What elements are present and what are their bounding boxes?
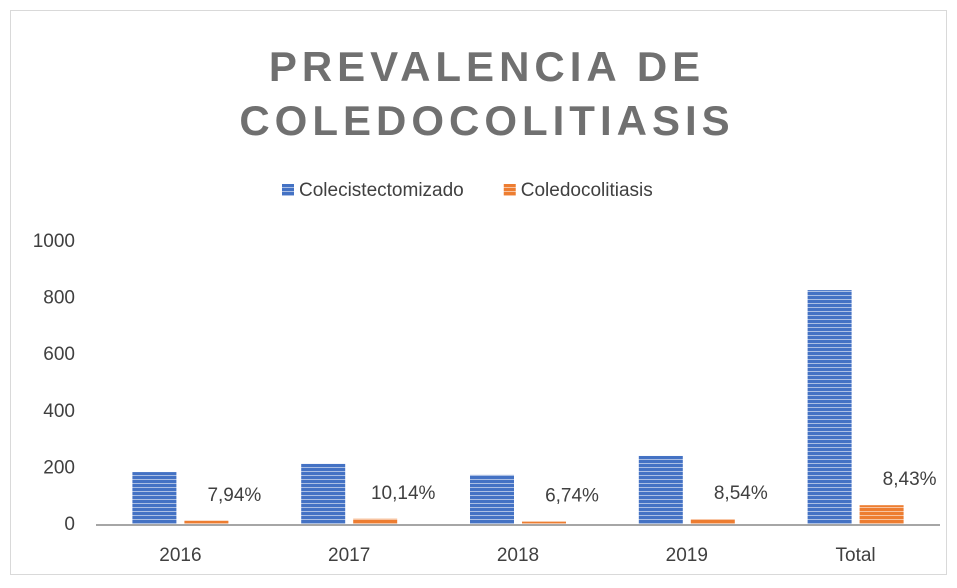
y-tick-label: 1000: [33, 231, 75, 252]
x-tick-label: 2019: [666, 545, 708, 566]
x-tick-label: 2018: [497, 545, 539, 566]
bar: [522, 521, 566, 525]
bar: [690, 519, 735, 525]
bar: [184, 520, 229, 525]
y-tick-label: 400: [43, 401, 75, 422]
y-tick-label: 0: [64, 514, 75, 535]
x-tick-label: 2016: [159, 545, 201, 566]
chart-title: COLEDOCOLITIASIS: [239, 97, 734, 144]
data-label: 10,14%: [371, 483, 436, 504]
bar: [132, 472, 177, 525]
bar: [301, 463, 346, 525]
y-tick-label: 200: [43, 457, 75, 478]
legend-label: Coledocolitiasis: [521, 180, 653, 201]
data-label: 7,94%: [207, 485, 261, 506]
bar: [638, 455, 683, 525]
bar: [470, 474, 514, 525]
data-label: 6,74%: [545, 486, 599, 507]
y-tick-label: 800: [43, 288, 75, 309]
x-tick-label: 2017: [328, 545, 370, 566]
data-label: 8,54%: [714, 483, 768, 504]
chart-title: PREVALENCIA DE: [269, 43, 705, 90]
legend-swatch: [503, 184, 516, 196]
data-label: 8,43%: [883, 469, 937, 490]
legend-label: Colecistectomizado: [299, 180, 464, 201]
bar: [807, 290, 852, 525]
bar: [353, 518, 398, 525]
y-tick-label: 600: [43, 344, 75, 365]
legend-swatch: [282, 184, 294, 196]
x-tick-label: Total: [836, 545, 876, 566]
bar: [859, 505, 904, 525]
